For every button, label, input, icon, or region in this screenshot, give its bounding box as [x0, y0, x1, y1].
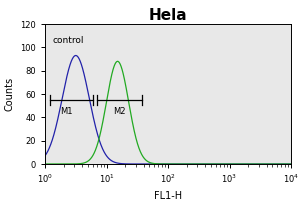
X-axis label: FL1-H: FL1-H	[154, 191, 182, 200]
Text: M2: M2	[114, 107, 126, 116]
Text: control: control	[52, 36, 84, 45]
Y-axis label: Counts: Counts	[5, 77, 15, 111]
Text: M1: M1	[60, 107, 73, 116]
Title: Hela: Hela	[149, 8, 187, 23]
